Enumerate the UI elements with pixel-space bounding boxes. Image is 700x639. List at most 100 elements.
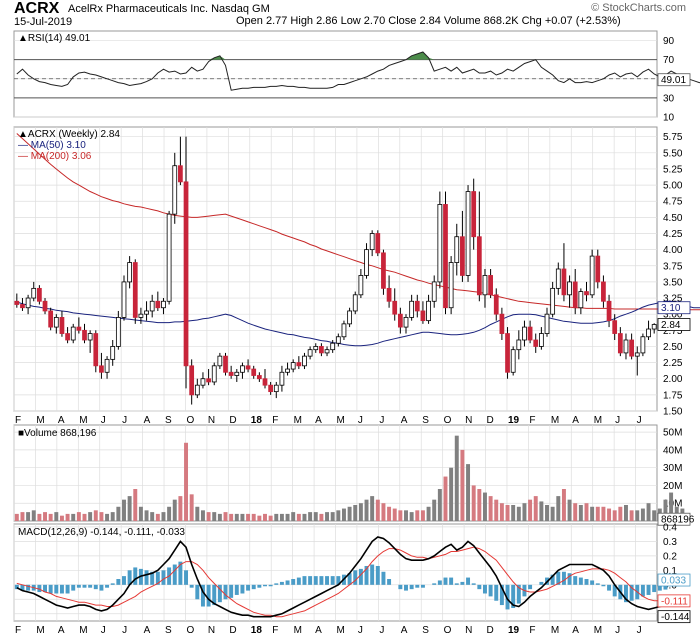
macd-histogram-bar (539, 581, 544, 585)
price-label: ▲ACRX (Weekly) 2.84 (18, 129, 120, 140)
price-tick-label: 5.75 (663, 132, 683, 143)
macd-x-label: J (615, 625, 620, 636)
volume-bar (336, 510, 341, 521)
macd-histogram-bar (65, 584, 70, 594)
volume-bar (178, 496, 183, 521)
macd-last-value-box (657, 610, 691, 624)
candle-body (290, 362, 296, 370)
volume-bar (240, 513, 245, 521)
macd-histogram-bar (82, 584, 87, 588)
rsi-tick-label: 90 (663, 36, 675, 47)
macd-histogram-bar (516, 584, 521, 604)
volume-bar (640, 508, 645, 521)
macd-histogram-bar (184, 570, 189, 585)
volume-bar (573, 503, 578, 521)
volume-bar (499, 503, 504, 521)
macd-histogram-bar (460, 581, 465, 585)
volume-bar (229, 513, 234, 521)
macd-histogram-bar (336, 576, 341, 585)
macd-signal-line (16, 546, 666, 618)
macd-histogram-bar (466, 577, 471, 585)
rsi-tick-label: 70 (663, 55, 675, 66)
candle-body (476, 236, 482, 296)
macd-histogram-bar (325, 576, 330, 585)
macd-x-label: F (529, 625, 535, 636)
macd-histogram-bar (240, 584, 245, 594)
macd-x-label: M (337, 625, 345, 636)
macd-histogram-bar (584, 579, 589, 585)
volume-bar (387, 506, 392, 521)
macd-histogram-bar (477, 584, 482, 590)
volume-bar (629, 510, 634, 521)
macd-histogram-bar (296, 577, 301, 585)
macd-x-label: O (186, 625, 194, 636)
candle-body (527, 326, 533, 341)
macd-x-label: A (315, 625, 322, 636)
candle-body (262, 378, 268, 386)
macd-histogram-bar (567, 573, 572, 585)
ma200-legend: — MA(200) 3.06 (18, 151, 92, 162)
chart-date: 15-Jul-2019 (14, 16, 73, 28)
rsi-last-value: 49.01 (661, 75, 686, 86)
volume-bar (291, 512, 296, 521)
macd-histogram-bar (308, 576, 313, 585)
volume-bar (330, 512, 335, 521)
price-tick-label: 3.25 (663, 294, 683, 305)
macd-x-label: S (422, 625, 429, 636)
candle-body (414, 300, 420, 312)
macd-histogram-bar (646, 584, 651, 595)
price-x-label: J (101, 415, 106, 426)
candle-body (132, 262, 138, 318)
candle-body (538, 333, 544, 347)
macd-tick-label: 0.1 (663, 566, 677, 577)
macd-x-label: M (551, 625, 559, 636)
candle-body (87, 333, 93, 341)
candle-body (70, 326, 76, 341)
candle-body (335, 336, 341, 344)
macd-histogram-bar (561, 571, 566, 585)
price-x-label: M (594, 415, 602, 426)
price-tick-label: 2.75 (663, 326, 683, 337)
candle-body (189, 365, 195, 396)
price-x-label: 19 (508, 415, 520, 426)
macd-x-label: J (379, 625, 384, 636)
price-x-label: 18 (251, 415, 263, 426)
volume-bar (274, 513, 279, 521)
volume-bar (511, 505, 516, 521)
rsi-tick-label: 30 (663, 93, 675, 104)
macd-histogram-bar (127, 570, 132, 585)
candle-body (324, 349, 330, 354)
candle-body (375, 233, 381, 254)
macd-histogram-bar (48, 584, 53, 594)
volume-bar (584, 503, 589, 521)
volume-bar (217, 513, 222, 521)
macd-histogram-bar (449, 577, 454, 585)
candle-body (42, 300, 48, 312)
macd-histogram-bar (330, 576, 335, 585)
macd-histogram-bar (110, 583, 115, 585)
volume-bar (54, 512, 59, 521)
macd-x-label: A (144, 625, 151, 636)
candle-body (606, 300, 612, 322)
macd-histogram-bar (404, 584, 408, 591)
candle-body (296, 362, 302, 367)
candle-body (37, 287, 42, 302)
macd-histogram-bar (319, 576, 324, 585)
macd-histogram-bar (578, 577, 583, 585)
volume-bar (516, 506, 521, 521)
candle-body (14, 300, 20, 305)
candle-body (454, 236, 460, 263)
volume-bar (246, 513, 251, 521)
macd-histogram-bar (14, 584, 19, 590)
volume-bar (133, 489, 138, 521)
macd-histogram-bar (590, 580, 595, 585)
candle-body (217, 355, 223, 367)
macd-histogram-bar (573, 576, 578, 585)
macd-histogram-bar (257, 584, 262, 588)
volume-bar (561, 489, 566, 521)
volume-bar (437, 489, 442, 521)
ma50-legend: — MA(50) 3.10 (18, 140, 86, 151)
volume-bar (76, 512, 81, 521)
volume-bar (268, 515, 273, 521)
volume-bar (195, 506, 200, 521)
